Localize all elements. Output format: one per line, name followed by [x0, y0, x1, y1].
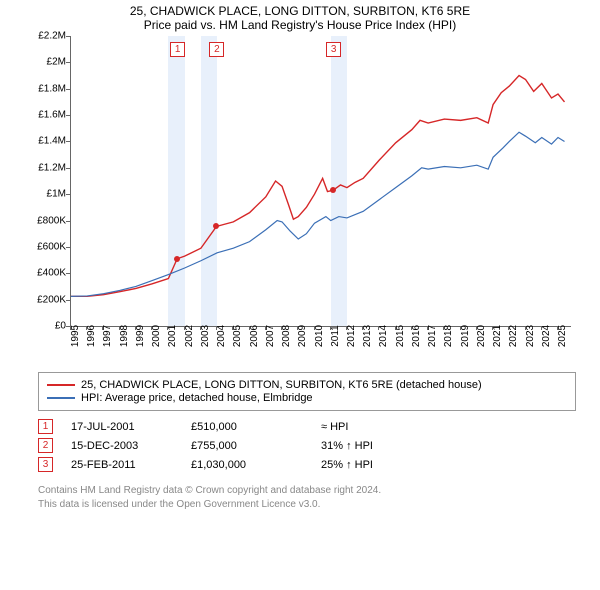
transaction-price: £755,000 — [191, 440, 321, 452]
x-tick — [492, 326, 493, 330]
legend-swatch — [47, 384, 75, 386]
chart-area: 1 2 3 £0 £200K £400K £600K £800K £1M £1.2M £1.4M £… — [20, 36, 590, 366]
x-tick — [135, 326, 136, 330]
transaction-row: 1 17-JUL-2001£510,000≈ HPI — [38, 419, 600, 434]
x-tick — [346, 326, 347, 330]
x-tick — [378, 326, 379, 330]
transaction-marker: 1 — [170, 42, 185, 57]
x-tick — [86, 326, 87, 330]
transaction-date: 17-JUL-2001 — [71, 421, 191, 433]
y-tick-label: £1.4M — [38, 136, 66, 147]
transaction-vs-hpi: ≈ HPI — [321, 421, 441, 433]
legend-label: HPI: Average price, detached house, Elmb… — [81, 392, 313, 404]
y-tick — [66, 115, 70, 116]
title-line1: 25, CHADWICK PLACE, LONG DITTON, SURBITO… — [0, 4, 600, 18]
series-hpi — [71, 132, 565, 296]
y-tick — [66, 221, 70, 222]
x-tick — [184, 326, 185, 330]
y-tick-label: £1.2M — [38, 162, 66, 173]
x-tick — [70, 326, 71, 330]
sale-point — [174, 256, 180, 262]
y-tick — [66, 300, 70, 301]
footer-attribution: Contains HM Land Registry data © Crown c… — [38, 484, 600, 511]
x-tick — [200, 326, 201, 330]
x-tick — [476, 326, 477, 330]
y-tick-label: £800K — [37, 215, 66, 226]
transaction-index-box: 3 — [38, 457, 53, 472]
y-tick — [66, 141, 70, 142]
y-tick-label: £0 — [55, 321, 66, 332]
plot-area: 1 2 3 — [70, 36, 571, 327]
transaction-vs-hpi: 25% ↑ HPI — [321, 459, 441, 471]
y-tick — [66, 89, 70, 90]
x-tick — [102, 326, 103, 330]
legend-label: 25, CHADWICK PLACE, LONG DITTON, SURBITO… — [81, 379, 482, 391]
x-tick — [362, 326, 363, 330]
footer-line2: This data is licensed under the Open Gov… — [38, 498, 600, 512]
y-tick — [66, 194, 70, 195]
x-tick — [167, 326, 168, 330]
y-tick — [66, 36, 70, 37]
x-tick — [249, 326, 250, 330]
y-tick-label: £400K — [37, 268, 66, 279]
legend-swatch — [47, 397, 75, 399]
y-tick — [66, 62, 70, 63]
x-tick — [232, 326, 233, 330]
y-tick — [66, 273, 70, 274]
transaction-index-box: 1 — [38, 419, 53, 434]
chart-titles: 25, CHADWICK PLACE, LONG DITTON, SURBITO… — [0, 0, 600, 32]
x-tick — [443, 326, 444, 330]
x-tick — [508, 326, 509, 330]
y-tick-label: £2.2M — [38, 31, 66, 42]
x-tick — [119, 326, 120, 330]
y-tick-label: £1M — [47, 189, 66, 200]
transaction-marker: 3 — [326, 42, 341, 57]
transaction-date: 15-DEC-2003 — [71, 440, 191, 452]
transaction-index-box: 2 — [38, 438, 53, 453]
x-tick — [395, 326, 396, 330]
x-tick — [281, 326, 282, 330]
transactions-table: 1 17-JUL-2001£510,000≈ HPI 2 15-DEC-2003£75… — [38, 419, 600, 472]
transaction-row: 2 15-DEC-2003£755,00031% ↑ HPI — [38, 438, 600, 453]
x-tick — [330, 326, 331, 330]
y-tick — [66, 247, 70, 248]
y-tick-label: £2M — [47, 57, 66, 68]
footer-line1: Contains HM Land Registry data © Crown c… — [38, 484, 600, 498]
x-tick — [314, 326, 315, 330]
x-tick — [460, 326, 461, 330]
transaction-date: 25-FEB-2011 — [71, 459, 191, 471]
x-tick — [216, 326, 217, 330]
x-tick — [427, 326, 428, 330]
x-tick — [297, 326, 298, 330]
transaction-row: 3 25-FEB-2011£1,030,00025% ↑ HPI — [38, 457, 600, 472]
y-tick-label: £200K — [37, 294, 66, 305]
title-line2: Price paid vs. HM Land Registry's House … — [0, 18, 600, 32]
legend: 25, CHADWICK PLACE, LONG DITTON, SURBITO… — [38, 372, 576, 411]
legend-row: 25, CHADWICK PLACE, LONG DITTON, SURBITO… — [47, 379, 567, 391]
x-tick — [541, 326, 542, 330]
x-tick — [151, 326, 152, 330]
sale-point — [213, 223, 219, 229]
line-svg — [71, 36, 571, 326]
x-tick — [525, 326, 526, 330]
y-tick-label: £1.6M — [38, 110, 66, 121]
x-tick — [557, 326, 558, 330]
transaction-vs-hpi: 31% ↑ HPI — [321, 440, 441, 452]
sale-point — [330, 187, 336, 193]
transaction-marker: 2 — [209, 42, 224, 57]
x-tick-label: 2025 — [557, 325, 587, 347]
x-tick — [265, 326, 266, 330]
y-tick-label: £1.8M — [38, 83, 66, 94]
y-tick — [66, 168, 70, 169]
transaction-price: £510,000 — [191, 421, 321, 433]
series-property — [71, 76, 565, 297]
y-tick-label: £600K — [37, 241, 66, 252]
x-tick — [411, 326, 412, 330]
transaction-price: £1,030,000 — [191, 459, 321, 471]
legend-row: HPI: Average price, detached house, Elmb… — [47, 392, 567, 404]
